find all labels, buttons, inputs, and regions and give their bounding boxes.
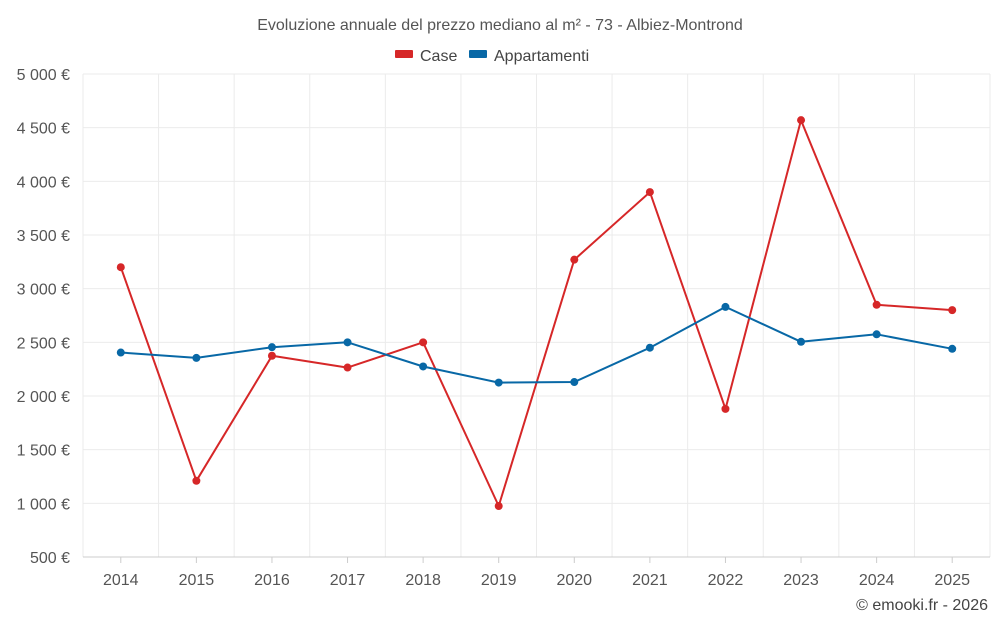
data-point-case	[116, 263, 125, 272]
legend-label-appartamenti: Appartamenti	[494, 48, 589, 65]
y-tick-label: 2 500 €	[17, 335, 70, 352]
x-tick-label: 2017	[330, 572, 366, 589]
y-tick-label: 2 000 €	[17, 389, 70, 406]
grid-layer	[82, 73, 991, 558]
data-point-case	[872, 300, 881, 309]
x-tick-label: 2021	[632, 572, 668, 589]
data-point-case	[343, 363, 352, 372]
x-tick-label: 2024	[859, 572, 895, 589]
y-tick-label: 1 000 €	[17, 496, 70, 513]
x-tick-label: 2018	[405, 572, 441, 589]
credit-text: © emooki.fr - 2026	[856, 597, 988, 614]
chart-title: Evoluzione annuale del prezzo mediano al…	[257, 17, 743, 34]
data-point-appartamenti	[343, 338, 352, 347]
x-tick-label: 2020	[556, 572, 592, 589]
data-point-appartamenti	[570, 378, 579, 387]
legend-swatch-appartamenti	[469, 50, 487, 58]
data-point-case	[797, 116, 806, 125]
y-tick-label: 5 000 €	[17, 67, 70, 84]
legend: Case Appartamenti	[395, 48, 589, 65]
y-tick-label: 4 500 €	[17, 121, 70, 138]
x-tick-label: 2015	[179, 572, 215, 589]
series-layer	[116, 116, 957, 511]
data-point-case	[494, 502, 503, 511]
data-point-case	[721, 404, 730, 413]
data-point-appartamenti	[948, 344, 957, 353]
data-point-case	[948, 306, 957, 315]
data-point-appartamenti	[645, 343, 654, 352]
x-tick-label: 2019	[481, 572, 517, 589]
data-point-case	[419, 338, 428, 347]
x-tick-label: 2022	[708, 572, 744, 589]
data-point-appartamenti	[872, 330, 881, 339]
data-point-appartamenti	[116, 348, 125, 357]
y-tick-label: 4 000 €	[17, 174, 70, 191]
legend-swatch-case	[395, 50, 413, 58]
data-point-appartamenti	[721, 302, 730, 311]
data-point-appartamenti	[192, 353, 201, 362]
y-tick-label: 500 €	[30, 550, 70, 567]
data-point-case	[192, 476, 201, 485]
x-tick-label: 2023	[783, 572, 819, 589]
y-tick-label: 3 000 €	[17, 282, 70, 299]
series-line-appartamenti	[120, 305, 953, 384]
data-point-appartamenti	[419, 362, 428, 371]
axis-layer: 500 € 1 000 € 1 500 € 2 000 € 2 500 € 3 000 €…	[17, 67, 990, 589]
y-tick-label: 3 500 €	[17, 228, 70, 245]
data-point-appartamenti	[494, 378, 503, 387]
x-tick-label: 2025	[934, 572, 970, 589]
y-tick-label: 1 500 €	[17, 443, 70, 460]
data-point-appartamenti	[797, 337, 806, 346]
data-point-case	[645, 188, 654, 197]
x-tick-label: 2014	[103, 572, 139, 589]
data-point-case	[267, 351, 276, 360]
legend-label-case: Case	[420, 48, 457, 65]
data-point-appartamenti	[267, 343, 276, 352]
x-tick-label: 2016	[254, 572, 290, 589]
data-point-case	[570, 255, 579, 264]
